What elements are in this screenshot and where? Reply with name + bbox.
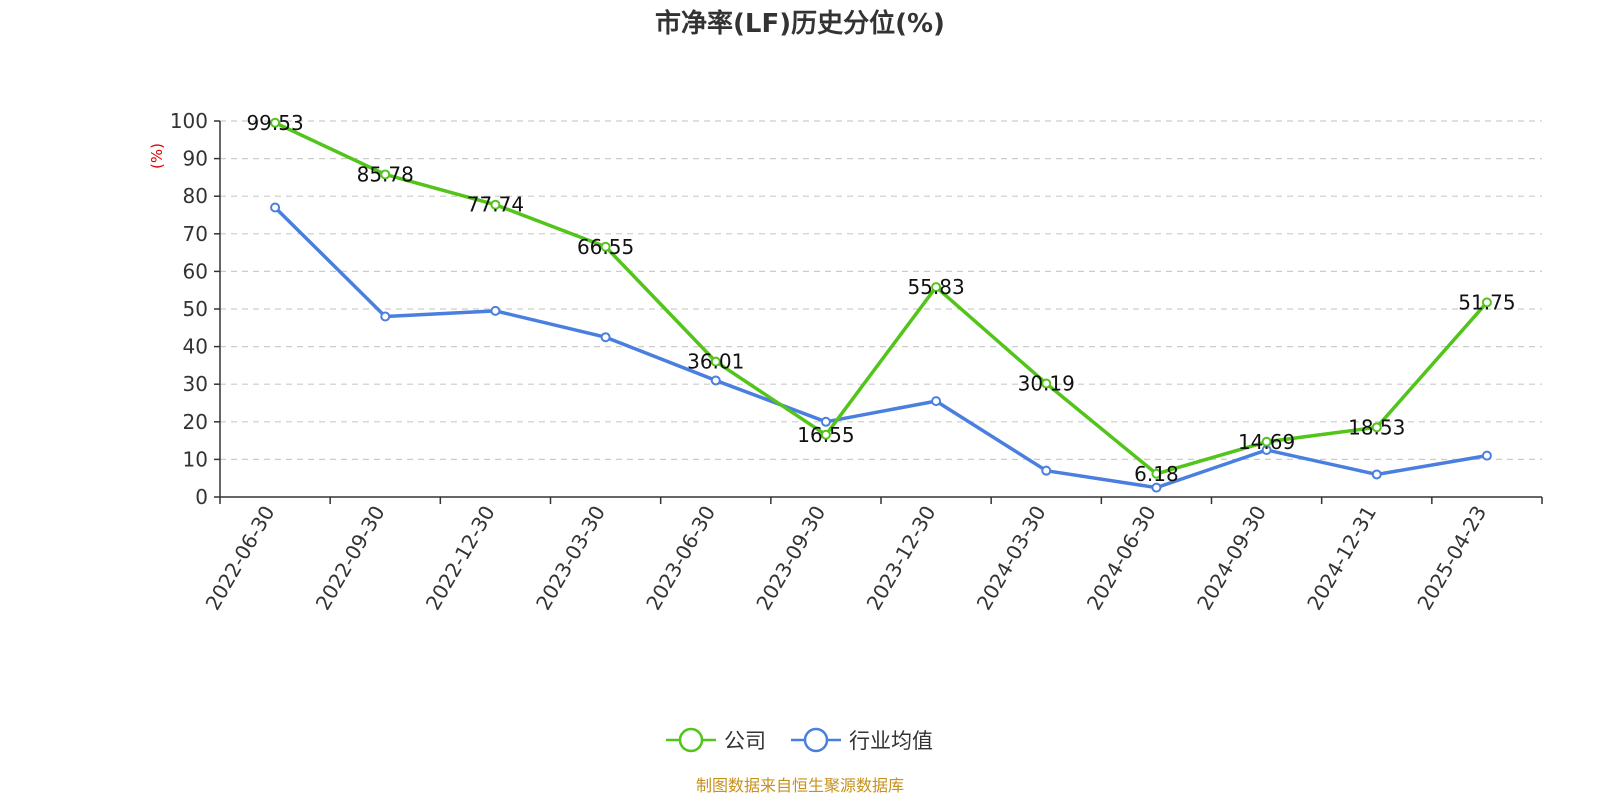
legend-label: 行业均值 (849, 729, 933, 753)
data-labels: 99.53 85.78 77.74 66.55 36.01 16.55 55.83 30.19… (246, 111, 1515, 486)
series (270, 117, 1492, 493)
x-tick-labels: 2022-06-30 2022-09-30 2022-12-30 2023-03-30… (201, 501, 1492, 614)
y-tick-label: 0 (195, 485, 208, 509)
legend-label: 公司 (724, 729, 766, 753)
series-line (274, 121, 1489, 476)
legend-swatch-marker (678, 727, 704, 753)
legend[interactable]: 公司 行业均值 (666, 727, 933, 753)
data-point[interactable] (1261, 436, 1272, 447)
y-tick-label: 50 (183, 297, 208, 321)
data-label: 77.74 (467, 193, 524, 217)
data-point[interactable] (820, 429, 831, 440)
legend-item[interactable]: 行业均值 (791, 727, 933, 753)
x-tick-label: 2023-09-30 (751, 502, 830, 615)
data-label: 55.83 (907, 275, 964, 299)
data-point[interactable] (1481, 450, 1492, 461)
data-point[interactable] (270, 202, 281, 213)
data-label: 16.55 (797, 423, 854, 447)
data-point[interactable] (380, 311, 391, 322)
data-point[interactable] (270, 117, 281, 128)
data-point[interactable] (1151, 482, 1162, 493)
y-tick-labels: 0 10 20 30 40 50 60 70 80 90 100 (170, 109, 208, 509)
grid-lines (220, 120, 1542, 460)
x-tick-label: 2023-03-30 (531, 502, 610, 615)
y-tick-label: 30 (183, 372, 208, 396)
y-tick-label: 70 (183, 222, 208, 246)
data-point[interactable] (490, 305, 501, 316)
data-point[interactable] (490, 199, 501, 210)
data-point[interactable] (1151, 468, 1162, 479)
x-tick-label: 2024-03-30 (972, 502, 1051, 615)
y-tick-label: 90 (183, 147, 208, 171)
y-tick-label: 10 (183, 447, 208, 471)
legend-swatch-marker (803, 727, 829, 753)
data-point[interactable] (380, 169, 391, 180)
data-point[interactable] (710, 375, 721, 386)
axes (214, 120, 1543, 504)
y-tick-label: 40 (183, 335, 208, 359)
y-axis-label: (%) (148, 143, 166, 169)
chart-title: 市净率(LF)历史分位(%) (655, 8, 945, 39)
x-tick-label: 2022-06-30 (201, 502, 280, 615)
data-point[interactable] (931, 396, 942, 407)
legend-item[interactable]: 公司 (666, 727, 766, 753)
x-tick-label: 2025-04-23 (1412, 502, 1491, 615)
data-point[interactable] (600, 332, 611, 343)
y-tick-label: 80 (183, 184, 208, 208)
x-tick-label: 2023-12-30 (862, 501, 941, 614)
x-tick-label: 2022-12-30 (421, 501, 500, 614)
data-point[interactable] (1371, 422, 1382, 433)
y-tick-label: 20 (183, 410, 208, 434)
data-label: 36.01 (687, 350, 744, 374)
data-point[interactable] (820, 416, 831, 427)
data-point[interactable] (1041, 378, 1052, 389)
data-label: 6.18 (1134, 462, 1179, 486)
data-label: 18.53 (1348, 415, 1405, 439)
data-point[interactable] (931, 282, 942, 293)
x-tick-label: 2024-09-30 (1192, 502, 1271, 615)
data-point[interactable] (1371, 469, 1382, 480)
data-point[interactable] (600, 241, 611, 252)
y-tick-label: 100 (170, 109, 208, 133)
y-tick-label: 60 (183, 259, 208, 283)
x-tick-label: 2024-12-31 (1302, 502, 1381, 615)
data-label: 66.55 (577, 235, 634, 259)
data-label: 99.53 (246, 111, 303, 135)
data-point[interactable] (710, 356, 721, 367)
source-note: 制图数据来自恒生聚源数据库 (696, 776, 904, 795)
series-line (273, 206, 1488, 490)
data-point[interactable] (1041, 465, 1052, 476)
x-tick-label: 2022-09-30 (311, 502, 390, 615)
data-label: 51.75 (1458, 290, 1515, 314)
data-point[interactable] (1481, 297, 1492, 308)
x-tick-label: 2023-06-30 (641, 502, 720, 615)
data-label: 30.19 (1018, 371, 1075, 395)
data-label: 85.78 (357, 162, 414, 186)
data-label: 14.69 (1238, 430, 1295, 454)
x-tick-label: 2024-06-30 (1082, 502, 1161, 615)
